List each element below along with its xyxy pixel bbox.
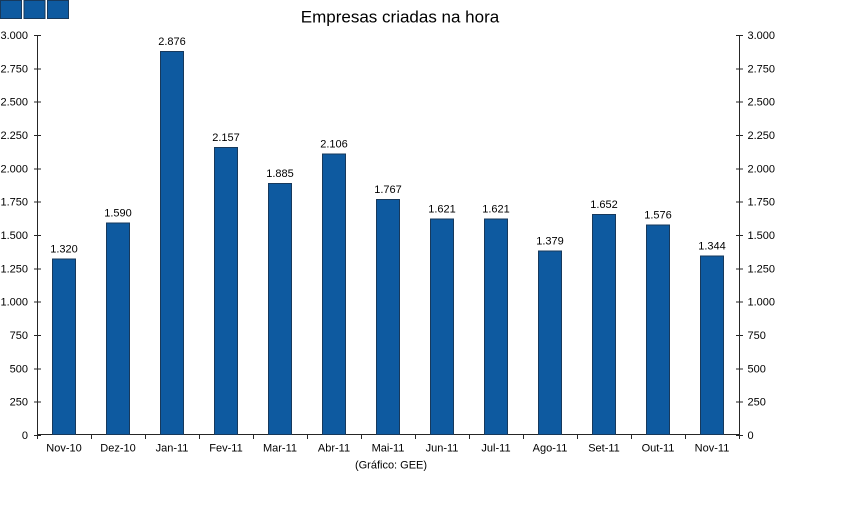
svg-text:500: 500 <box>10 363 28 375</box>
svg-text:1.621: 1.621 <box>428 203 456 215</box>
svg-text:1.250: 1.250 <box>0 263 28 275</box>
svg-text:Ago-11: Ago-11 <box>533 442 568 454</box>
svg-text:Mar-11: Mar-11 <box>263 442 297 454</box>
svg-text:1.344: 1.344 <box>698 240 726 252</box>
svg-text:1.750: 1.750 <box>0 197 28 209</box>
svg-text:0: 0 <box>22 430 28 442</box>
svg-text:Mai-11: Mai-11 <box>372 442 405 454</box>
svg-text:1.590: 1.590 <box>104 208 132 220</box>
svg-text:1.576: 1.576 <box>644 209 672 221</box>
svg-text:2.750: 2.750 <box>0 63 28 75</box>
svg-text:2.250: 2.250 <box>748 130 776 142</box>
svg-text:750: 750 <box>748 330 766 342</box>
svg-text:1.652: 1.652 <box>590 199 618 211</box>
svg-text:Jan-11: Jan-11 <box>156 442 189 454</box>
svg-text:2.876: 2.876 <box>158 36 186 48</box>
svg-text:Fev-11: Fev-11 <box>209 442 242 454</box>
svg-text:0: 0 <box>748 430 754 442</box>
svg-text:1.320: 1.320 <box>50 244 78 256</box>
svg-text:(Gráfico: GEE): (Gráfico: GEE) <box>355 459 427 471</box>
svg-text:3.000: 3.000 <box>748 30 776 42</box>
svg-text:1.250: 1.250 <box>748 263 776 275</box>
svg-text:Abr-11: Abr-11 <box>318 442 350 454</box>
svg-text:1.500: 1.500 <box>748 230 776 242</box>
svg-text:2.157: 2.157 <box>212 132 240 144</box>
svg-text:Set-11: Set-11 <box>588 442 620 454</box>
svg-text:2.000: 2.000 <box>748 163 776 175</box>
svg-text:1.000: 1.000 <box>0 297 28 309</box>
svg-text:1.621: 1.621 <box>482 203 510 215</box>
svg-text:3.000: 3.000 <box>0 30 28 42</box>
svg-text:1.750: 1.750 <box>748 197 776 209</box>
svg-text:2.106: 2.106 <box>320 139 348 151</box>
svg-text:1.000: 1.000 <box>748 297 776 309</box>
svg-text:1.767: 1.767 <box>374 184 402 196</box>
svg-text:250: 250 <box>10 397 28 409</box>
svg-text:1.500: 1.500 <box>0 230 28 242</box>
svg-text:Jul-11: Jul-11 <box>481 442 510 454</box>
svg-text:Out-11: Out-11 <box>642 442 675 454</box>
svg-text:Jun-11: Jun-11 <box>426 442 459 454</box>
svg-text:2.500: 2.500 <box>748 97 776 109</box>
svg-text:1.885: 1.885 <box>266 168 294 180</box>
svg-text:Nov-11: Nov-11 <box>695 442 730 454</box>
svg-text:250: 250 <box>748 397 766 409</box>
svg-text:1.379: 1.379 <box>536 236 564 248</box>
svg-text:Nov-10: Nov-10 <box>46 442 81 454</box>
svg-text:Dez-10: Dez-10 <box>100 442 135 454</box>
svg-text:500: 500 <box>748 363 766 375</box>
svg-text:2.250: 2.250 <box>0 130 28 142</box>
svg-text:Empresas criadas na hora: Empresas criadas na hora <box>301 8 500 27</box>
svg-text:2.000: 2.000 <box>0 163 28 175</box>
svg-text:2.500: 2.500 <box>0 97 28 109</box>
svg-text:2.750: 2.750 <box>748 63 776 75</box>
svg-text:750: 750 <box>10 330 28 342</box>
